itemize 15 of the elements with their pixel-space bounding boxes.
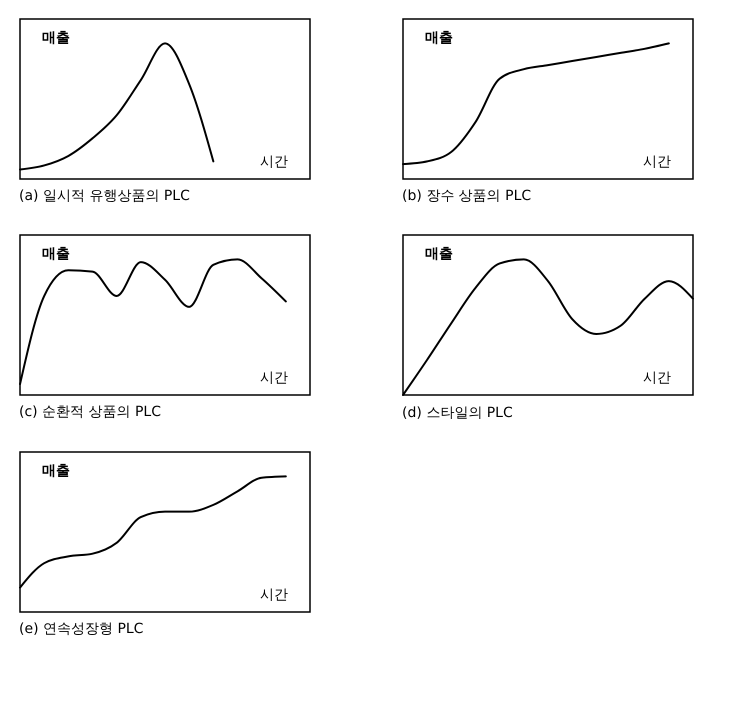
x-axis-title: 시간 [260, 370, 288, 386]
text: (b) 장수 상품의 PLC [402, 188, 532, 204]
x-axis-title: 시간 [643, 154, 671, 170]
text: (c) 순환적 상품의 PLC [19, 404, 162, 420]
y-axis-title: 매출 [42, 30, 70, 46]
y-axis-title: 매출 [42, 463, 70, 479]
text: (d) 스타일의 PLC [402, 405, 513, 421]
y-axis-title: 매출 [42, 246, 70, 262]
text: (e) 연속성장형 PLC [19, 621, 144, 637]
y-axis-title: 매출 [425, 30, 453, 46]
text: (a) 일시적 유행상품의 PLC [19, 188, 190, 204]
x-axis-title: 시간 [260, 154, 288, 170]
x-axis-title: 시간 [643, 370, 671, 386]
y-axis-title: 매출 [425, 246, 453, 262]
x-axis-title: 시간 [260, 587, 288, 603]
